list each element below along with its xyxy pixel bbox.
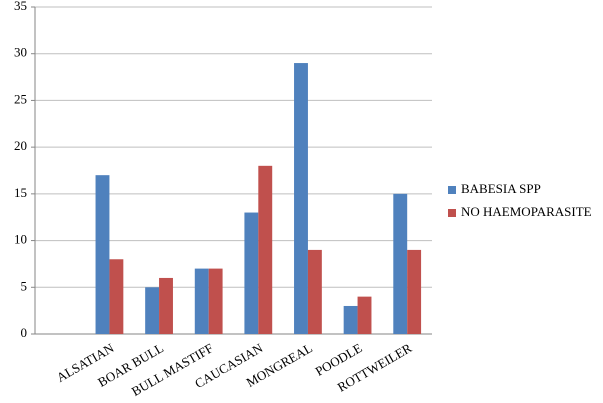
bar [258, 165, 273, 334]
y-tick-label: 20 [14, 138, 27, 153]
legend-label: NO HAEMOPARASITE [461, 204, 592, 219]
bar [145, 287, 160, 334]
y-tick-label: 15 [14, 185, 27, 200]
bar [159, 277, 173, 334]
bar [393, 193, 408, 334]
bar [343, 305, 358, 334]
bar [109, 259, 124, 334]
bar [194, 268, 209, 334]
bar [294, 63, 308, 335]
bar [95, 175, 110, 334]
y-tick-label: 35 [14, 0, 27, 13]
y-tick-label: 5 [21, 278, 28, 293]
bar [307, 249, 322, 334]
y-tick-label: 10 [14, 232, 27, 247]
bar [357, 296, 372, 334]
y-tick-label: 0 [21, 325, 28, 340]
bar [244, 212, 259, 334]
bar [407, 249, 422, 334]
legend-label: BABESIA SPP [461, 181, 541, 196]
bar [208, 268, 223, 334]
y-tick-label: 30 [14, 45, 27, 60]
legend-swatch [448, 209, 456, 217]
legend-swatch [448, 186, 456, 194]
y-tick-label: 25 [14, 91, 27, 106]
